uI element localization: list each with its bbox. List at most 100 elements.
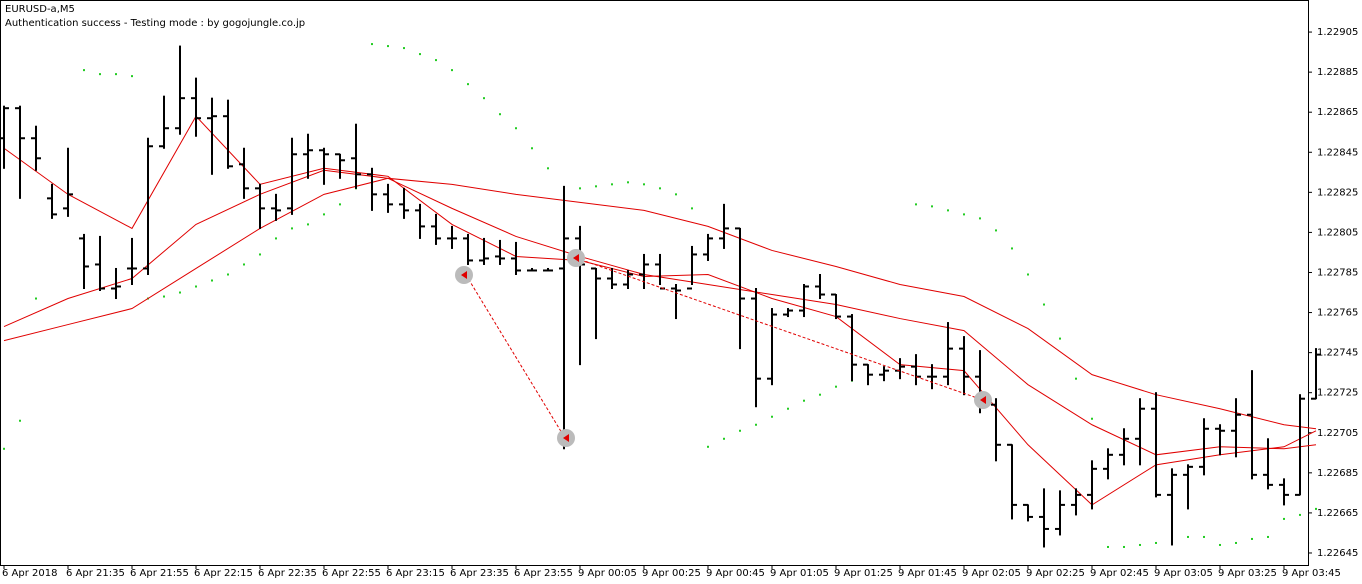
sar-dot (515, 127, 517, 130)
sar-dot (211, 279, 213, 282)
sar-dot (1043, 303, 1045, 306)
y-tick-label: 1.22665 (1317, 508, 1358, 519)
sar-dot (195, 285, 197, 288)
x-tick-label: 6 Apr 21:55 (130, 568, 189, 579)
sar-dot (1059, 337, 1061, 340)
x-tick-label: 6 Apr 22:35 (258, 568, 317, 579)
sar-dot (179, 291, 181, 294)
sar-dot (1027, 273, 1029, 276)
sar-dot (1251, 537, 1253, 540)
sar-dot (307, 223, 309, 226)
sar-dot (643, 183, 645, 186)
sar-dot (595, 185, 597, 188)
x-tick-label: 9 Apr 01:45 (898, 568, 957, 579)
x-tick-label: 6 Apr 23:55 (514, 568, 573, 579)
y-tick-label: 1.22645 (1317, 548, 1358, 559)
sar-dot (755, 423, 757, 426)
sar-dot (243, 263, 245, 266)
sar-dot (467, 83, 469, 86)
y-tick-label: 1.22865 (1317, 107, 1358, 118)
plot-frame (0, 0, 1309, 566)
x-tick-label: 9 Apr 00:05 (578, 568, 637, 579)
sar-dot (83, 69, 85, 72)
sar-dot (579, 187, 581, 190)
sar-dot (99, 73, 101, 76)
x-tick-label: 9 Apr 01:25 (834, 568, 893, 579)
sar-dot (259, 253, 261, 256)
sar-dot (323, 213, 325, 216)
trade-arrow (980, 396, 986, 404)
sar-dot (947, 209, 949, 212)
x-tick-label: 9 Apr 00:45 (706, 568, 765, 579)
sar-dot (659, 187, 661, 190)
x-tick-label: 9 Apr 02:25 (1026, 568, 1085, 579)
sar-dot (1123, 545, 1125, 548)
trade-arrow (461, 271, 467, 279)
sar-dot (483, 97, 485, 100)
sar-dot (1267, 535, 1269, 538)
trade-arrow (563, 434, 569, 442)
y-tick-label: 1.22905 (1317, 27, 1358, 38)
sar-dot (611, 183, 613, 186)
sar-dot (979, 217, 981, 220)
sar-dot (627, 181, 629, 184)
sar-dot (163, 295, 165, 298)
sar-dot (387, 45, 389, 48)
chart-subtitle: Authentication success - Testing mode : … (5, 18, 305, 29)
sar-dot (339, 203, 341, 206)
sar-dot (1187, 535, 1189, 538)
y-tick-label: 1.22685 (1317, 468, 1358, 479)
sar-dot (227, 273, 229, 276)
trade-markers (455, 249, 992, 447)
sar-dot (835, 385, 837, 388)
x-tick-label: 9 Apr 02:45 (1090, 568, 1149, 579)
trade-line (575, 257, 984, 401)
chart-title: EURUSD-a,M5 (5, 4, 75, 15)
sar-dot (1235, 541, 1237, 544)
x-tick-label: 9 Apr 03:05 (1154, 568, 1213, 579)
sar-dot (115, 73, 117, 76)
sar-dot (723, 437, 725, 440)
sar-dot (787, 407, 789, 410)
sar-dot (915, 203, 917, 206)
sar-dot (531, 147, 533, 150)
sar-dot (371, 43, 373, 46)
moving-average (3, 177, 1317, 430)
sar-dot (803, 399, 805, 402)
sar-dot (819, 393, 821, 396)
sar-dot (419, 53, 421, 56)
sar-dot (1139, 543, 1141, 546)
sar-dot (403, 47, 405, 50)
sar-dot (19, 419, 21, 422)
sar-dot (35, 297, 37, 300)
y-tick-label: 1.22765 (1317, 308, 1358, 319)
y-tick-label: 1.22825 (1317, 187, 1358, 198)
sar-dot (1075, 377, 1077, 380)
sar-dot (1283, 517, 1285, 520)
sar-dot (131, 75, 133, 78)
trade-line (465, 274, 566, 439)
sar-dot (1203, 535, 1205, 538)
x-tick-label: 9 Apr 03:25 (1218, 568, 1277, 579)
ohlc-bars (0, 45, 1321, 548)
sar-dot (435, 59, 437, 62)
x-tick-label: 9 Apr 00:25 (642, 568, 701, 579)
sar-dot (499, 113, 501, 116)
y-tick-label: 1.22785 (1317, 267, 1358, 278)
x-tick-label: 6 Apr 21:35 (66, 568, 125, 579)
sar-dot (547, 167, 549, 170)
x-tick-label: 6 Apr 22:15 (194, 568, 253, 579)
x-tick-label: 6 Apr 23:35 (450, 568, 509, 579)
sar-dot (1299, 513, 1301, 516)
x-tick-label: 6 Apr 22:55 (322, 568, 381, 579)
sar-dot (451, 69, 453, 72)
sar-dot (1315, 507, 1317, 510)
y-tick-label: 1.22805 (1317, 227, 1358, 238)
sar-dot (963, 213, 965, 216)
sar-dot (691, 207, 693, 210)
sar-dot (995, 229, 997, 232)
sar-dot (3, 447, 5, 450)
y-tick-label: 1.22885 (1317, 67, 1358, 78)
sar-dot (291, 227, 293, 230)
